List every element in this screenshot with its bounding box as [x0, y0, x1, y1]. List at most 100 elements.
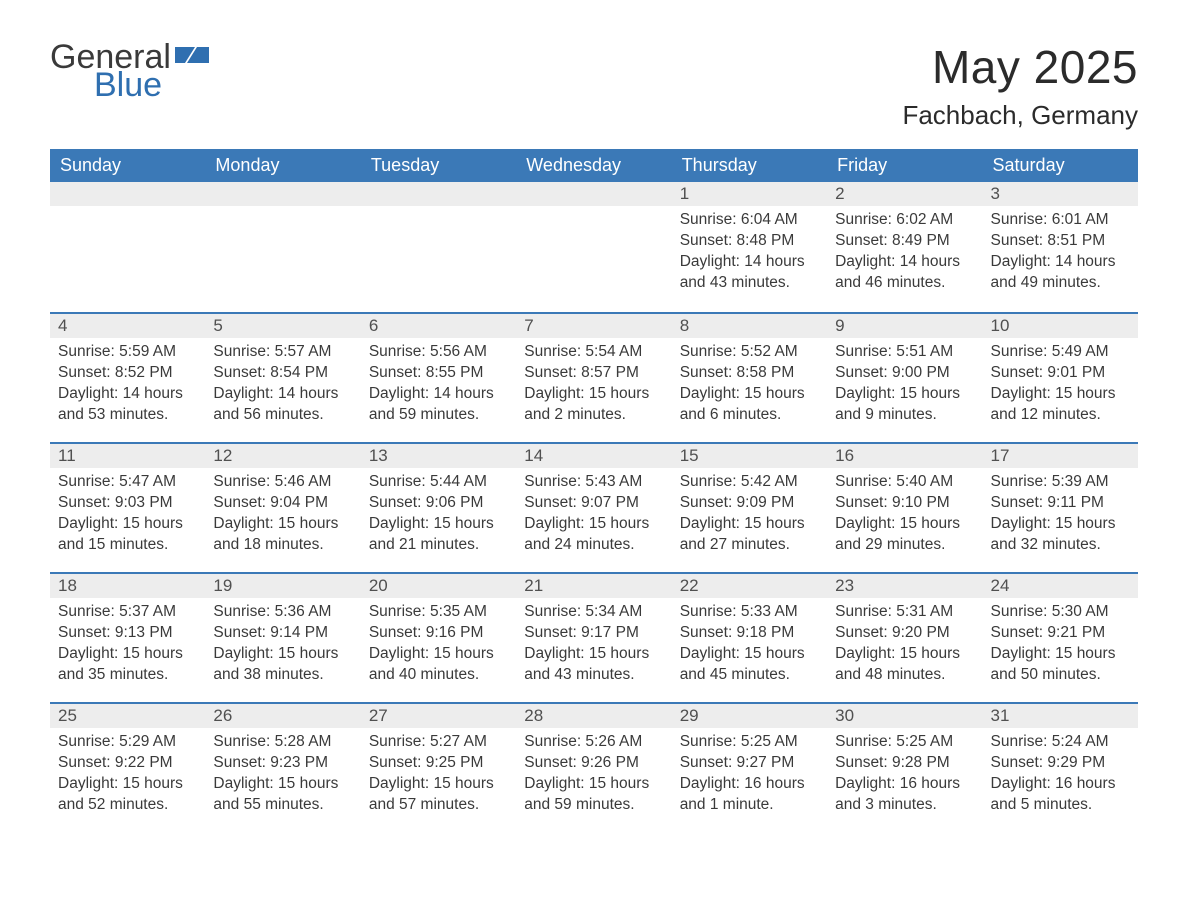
- day-content: Sunrise: 5:24 AMSunset: 9:29 PMDaylight:…: [983, 728, 1138, 824]
- daylight-text: Daylight: 15 hours and 48 minutes.: [835, 644, 974, 686]
- sunrise-text: Sunrise: 5:28 AM: [213, 732, 352, 753]
- day-content: Sunrise: 5:25 AMSunset: 9:28 PMDaylight:…: [827, 728, 982, 824]
- calendar-table: SundayMondayTuesdayWednesdayThursdayFrid…: [50, 149, 1138, 832]
- daylight-text: Daylight: 15 hours and 12 minutes.: [991, 384, 1130, 426]
- sunrise-text: Sunrise: 5:25 AM: [835, 732, 974, 753]
- sunrise-text: Sunrise: 6:04 AM: [680, 210, 819, 231]
- sunrise-text: Sunrise: 5:56 AM: [369, 342, 508, 363]
- daylight-text: Daylight: 16 hours and 3 minutes.: [835, 774, 974, 816]
- weekday-header-cell: Friday: [827, 149, 982, 182]
- sunrise-text: Sunrise: 5:49 AM: [991, 342, 1130, 363]
- calendar-day-cell: 20Sunrise: 5:35 AMSunset: 9:16 PMDayligh…: [361, 572, 516, 702]
- sunset-text: Sunset: 8:57 PM: [524, 363, 663, 384]
- weekday-header-cell: Monday: [205, 149, 360, 182]
- calendar-day-cell: 25Sunrise: 5:29 AMSunset: 9:22 PMDayligh…: [50, 702, 205, 832]
- day-number-bar: 23: [827, 572, 982, 598]
- calendar-weekday-header: SundayMondayTuesdayWednesdayThursdayFrid…: [50, 149, 1138, 182]
- calendar-row: 1Sunrise: 6:04 AMSunset: 8:48 PMDaylight…: [50, 182, 1138, 312]
- day-number-bar: 2: [827, 182, 982, 206]
- calendar-day-cell: 3Sunrise: 6:01 AMSunset: 8:51 PMDaylight…: [983, 182, 1138, 312]
- daylight-text: Daylight: 14 hours and 59 minutes.: [369, 384, 508, 426]
- sunrise-text: Sunrise: 5:46 AM: [213, 472, 352, 493]
- day-content: Sunrise: 5:26 AMSunset: 9:26 PMDaylight:…: [516, 728, 671, 824]
- sunrise-text: Sunrise: 5:25 AM: [680, 732, 819, 753]
- calendar-day-cell: 21Sunrise: 5:34 AMSunset: 9:17 PMDayligh…: [516, 572, 671, 702]
- weekday-header-cell: Wednesday: [516, 149, 671, 182]
- sunset-text: Sunset: 8:48 PM: [680, 231, 819, 252]
- calendar-empty-cell: [516, 182, 671, 312]
- sunrise-text: Sunrise: 5:26 AM: [524, 732, 663, 753]
- sunset-text: Sunset: 9:26 PM: [524, 753, 663, 774]
- sunrise-text: Sunrise: 5:31 AM: [835, 602, 974, 623]
- day-number-bar: 13: [361, 442, 516, 468]
- day-content: Sunrise: 5:52 AMSunset: 8:58 PMDaylight:…: [672, 338, 827, 434]
- day-number-bar: 24: [983, 572, 1138, 598]
- calendar-day-cell: 24Sunrise: 5:30 AMSunset: 9:21 PMDayligh…: [983, 572, 1138, 702]
- day-number-bar: 10: [983, 312, 1138, 338]
- daylight-text: Daylight: 15 hours and 57 minutes.: [369, 774, 508, 816]
- sunset-text: Sunset: 9:27 PM: [680, 753, 819, 774]
- sunset-text: Sunset: 9:01 PM: [991, 363, 1130, 384]
- day-number-bar: 11: [50, 442, 205, 468]
- calendar-day-cell: 23 Sunrise: 5:31 AMSunset: 9:20 PMDayligh…: [827, 572, 982, 702]
- day-number-bar: [361, 182, 516, 206]
- sunset-text: Sunset: 9:00 PM: [835, 363, 974, 384]
- brand-word2: Blue: [94, 66, 209, 105]
- day-content: Sunrise: 5:40 AMSunset: 9:10 PMDaylight:…: [827, 468, 982, 564]
- day-content: Sunrise: 5:43 AMSunset: 9:07 PMDaylight:…: [516, 468, 671, 564]
- sunset-text: Sunset: 9:17 PM: [524, 623, 663, 644]
- calendar-day-cell: 31Sunrise: 5:24 AMSunset: 9:29 PMDayligh…: [983, 702, 1138, 832]
- page-header: General Blue May 2025 Fachbach, Germany: [50, 40, 1138, 131]
- sunset-text: Sunset: 9:20 PM: [835, 623, 974, 644]
- sunrise-text: Sunrise: 6:02 AM: [835, 210, 974, 231]
- day-content: Sunrise: 5:37 AMSunset: 9:13 PMDaylight:…: [50, 598, 205, 694]
- day-number-bar: 26: [205, 702, 360, 728]
- day-number-bar: 7: [516, 312, 671, 338]
- day-number-bar: 16: [827, 442, 982, 468]
- day-content: Sunrise: 5:34 AMSunset: 9:17 PMDaylight:…: [516, 598, 671, 694]
- day-content: Sunrise: 5:42 AMSunset: 9:09 PMDaylight:…: [672, 468, 827, 564]
- day-content: Sunrise: 5:25 AMSunset: 9:27 PMDaylight:…: [672, 728, 827, 824]
- sunrise-text: Sunrise: 5:35 AM: [369, 602, 508, 623]
- daylight-text: Daylight: 14 hours and 49 minutes.: [991, 252, 1130, 294]
- day-content: Sunrise: 5:39 AMSunset: 9:11 PMDaylight:…: [983, 468, 1138, 564]
- sunset-text: Sunset: 9:25 PM: [369, 753, 508, 774]
- sunset-text: Sunset: 9:11 PM: [991, 493, 1130, 514]
- day-number-bar: 28: [516, 702, 671, 728]
- sunset-text: Sunset: 9:18 PM: [680, 623, 819, 644]
- calendar-day-cell: 5Sunrise: 5:57 AMSunset: 8:54 PMDaylight…: [205, 312, 360, 442]
- sunset-text: Sunset: 8:54 PM: [213, 363, 352, 384]
- sunset-text: Sunset: 8:51 PM: [991, 231, 1130, 252]
- calendar-day-cell: 9Sunrise: 5:51 AMSunset: 9:00 PMDaylight…: [827, 312, 982, 442]
- day-content: Sunrise: 5:51 AMSunset: 9:00 PMDaylight:…: [827, 338, 982, 434]
- daylight-text: Daylight: 15 hours and 24 minutes.: [524, 514, 663, 556]
- calendar-day-cell: 7Sunrise: 5:54 AMSunset: 8:57 PMDaylight…: [516, 312, 671, 442]
- day-number-bar: 1: [672, 182, 827, 206]
- weekday-header-cell: Saturday: [983, 149, 1138, 182]
- calendar-day-cell: 27Sunrise: 5:27 AMSunset: 9:25 PMDayligh…: [361, 702, 516, 832]
- daylight-text: Daylight: 15 hours and 2 minutes.: [524, 384, 663, 426]
- day-content: Sunrise: 5:57 AMSunset: 8:54 PMDaylight:…: [205, 338, 360, 434]
- sunset-text: Sunset: 9:09 PM: [680, 493, 819, 514]
- sunset-text: Sunset: 9:29 PM: [991, 753, 1130, 774]
- daylight-text: Daylight: 15 hours and 32 minutes.: [991, 514, 1130, 556]
- day-content: Sunrise: 5:56 AMSunset: 8:55 PMDaylight:…: [361, 338, 516, 434]
- day-content: Sunrise: 6:04 AMSunset: 8:48 PMDaylight:…: [672, 206, 827, 302]
- sunrise-text: Sunrise: 5:33 AM: [680, 602, 819, 623]
- day-number-bar: 15: [672, 442, 827, 468]
- sunset-text: Sunset: 9:07 PM: [524, 493, 663, 514]
- sunset-text: Sunset: 9:04 PM: [213, 493, 352, 514]
- day-number-bar: 31: [983, 702, 1138, 728]
- brand-logo: General Blue: [50, 40, 209, 105]
- day-content: Sunrise: 5:28 AMSunset: 9:23 PMDaylight:…: [205, 728, 360, 824]
- weekday-header-cell: Thursday: [672, 149, 827, 182]
- day-number-bar: 22: [672, 572, 827, 598]
- sunset-text: Sunset: 8:52 PM: [58, 363, 197, 384]
- location-label: Fachbach, Germany: [902, 100, 1138, 131]
- sunrise-text: Sunrise: 5:57 AM: [213, 342, 352, 363]
- sunrise-text: Sunrise: 5:42 AM: [680, 472, 819, 493]
- daylight-text: Daylight: 15 hours and 35 minutes.: [58, 644, 197, 686]
- daylight-text: Daylight: 14 hours and 56 minutes.: [213, 384, 352, 426]
- sunrise-text: Sunrise: 5:34 AM: [524, 602, 663, 623]
- day-number-bar: 6: [361, 312, 516, 338]
